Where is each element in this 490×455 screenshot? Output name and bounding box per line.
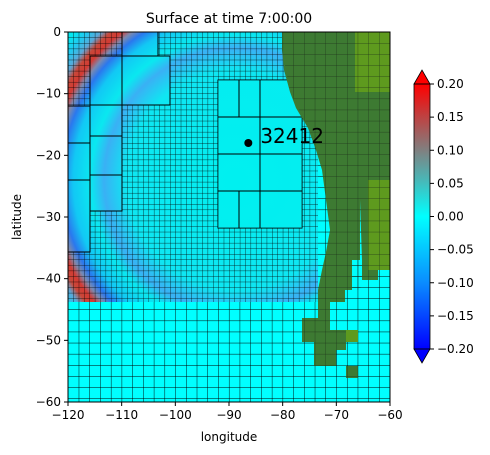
x-axis: −120 −110 −100 −90 −80 −70 −60 longitude [52,402,403,444]
x-tick-label: −80 [270,408,295,422]
y-tick-label: −10 [36,87,61,101]
x-tick-label: −90 [216,408,241,422]
gauge-marker [244,139,253,147]
x-tick-label: −70 [324,408,349,422]
colorbar-extend-max [413,69,431,85]
y-tick-label: −50 [36,333,61,347]
refined-patch-arc [89,55,171,212]
y-tick-label: −20 [36,148,61,162]
gauge-label: 32412 [260,124,324,148]
y-axis-label: latitude [10,194,24,240]
colorbar-tick-label: −0.20 [437,342,474,356]
colorbar-tick-label: 0.20 [437,77,464,91]
colorbar-tick-label: 0.00 [437,210,464,224]
y-tick-label: −40 [36,272,61,286]
x-tick-label: −100 [159,408,192,422]
x-tick-label: −60 [377,408,402,422]
refined-patch-gauge [217,79,303,229]
colorbar-tick-label: −0.15 [437,309,474,323]
colorbar-tick-label: −0.10 [437,276,474,290]
y-tick-label: −60 [36,395,61,409]
refined-patch-north [121,32,159,57]
y-axis: −60 −50 −40 −30 −20 −10 0 latitude [10,25,68,409]
y-tick-label: −30 [36,210,61,224]
x-tick-label: −120 [52,408,85,422]
y-tick-label: 0 [53,25,61,39]
colorbar-tick-label: −0.05 [437,243,474,257]
colorbar-tick-label: 0.05 [437,176,464,190]
plot-area [68,32,390,402]
colorbar: −0.20 −0.15 −0.10 −0.05 0.00 0.05 0.10 0.15 0.20 [413,69,474,364]
colorbar-tick-label: 0.10 [437,143,464,157]
colorbar-extend-min [413,348,431,364]
x-tick-label: −110 [105,408,138,422]
refined-patch-west [68,105,91,253]
chart-title: Surface at time 7:00:00 [146,11,312,27]
x-axis-label: longitude [201,430,258,444]
colorbar-tick-label: 0.15 [437,110,464,124]
